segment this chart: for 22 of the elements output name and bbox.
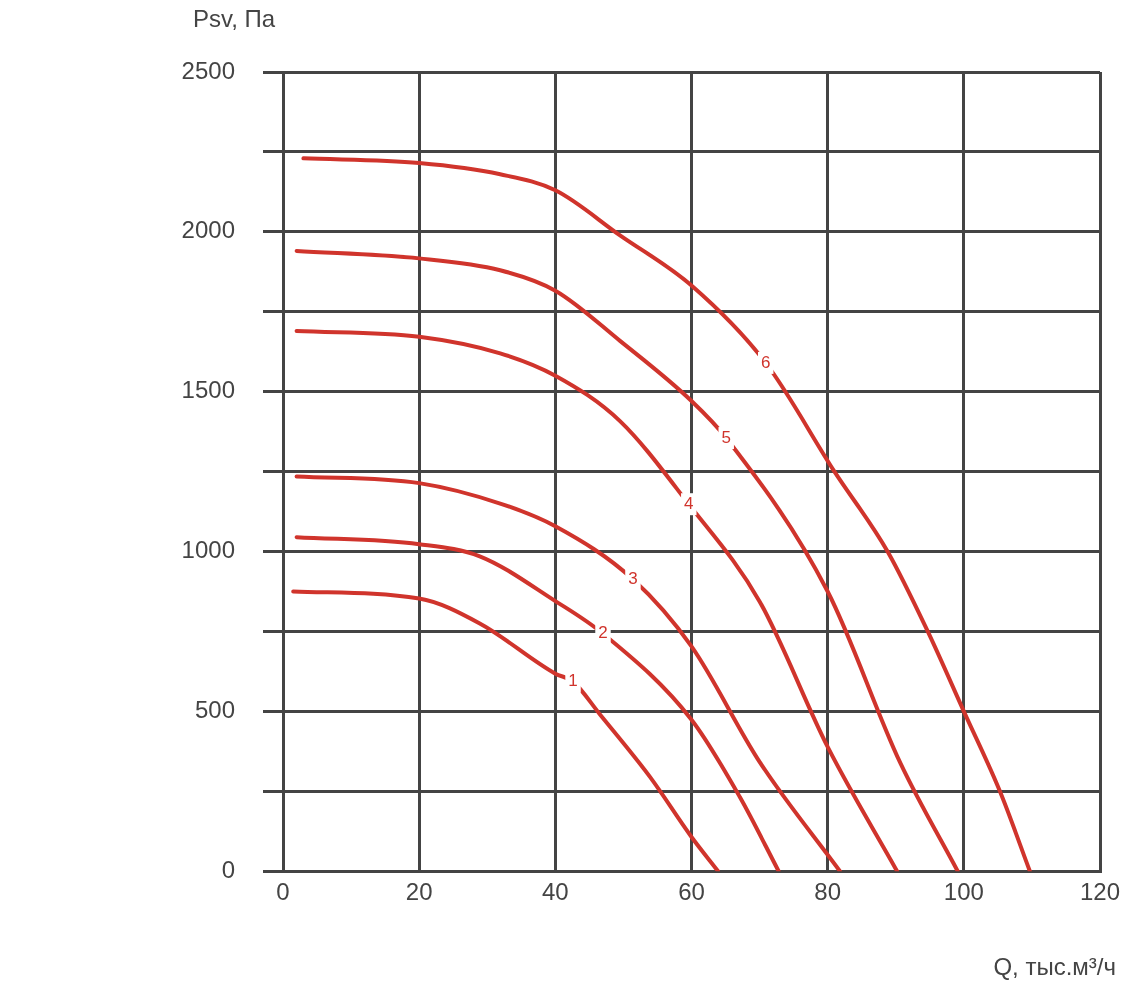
- y-tick-label: 500: [194, 695, 235, 723]
- line-series: [291, 589, 721, 872]
- y-tick-label: 1000: [181, 536, 235, 564]
- x-tick-label: 20: [405, 878, 433, 906]
- x-axis-title: Q, тыс.м³/ч: [993, 952, 1116, 980]
- x-tick-label: 120: [1079, 878, 1121, 906]
- y-tick-label: 1500: [181, 376, 235, 404]
- line-series: [294, 249, 960, 872]
- x-tick-label: 60: [678, 878, 705, 906]
- x-tick-label: 0: [276, 878, 290, 906]
- x-tick-label: 40: [541, 878, 569, 906]
- x-tick-label: 100: [943, 878, 984, 906]
- y-tick-label: 2000: [181, 216, 235, 244]
- y-tick-label: 0: [221, 855, 235, 883]
- line-series: [301, 156, 1032, 872]
- series-label: 6: [760, 352, 771, 372]
- y-tick-label: 2500: [181, 56, 235, 84]
- y-axis-title: Psv, Па: [193, 4, 276, 32]
- x-tick-label: 80: [814, 878, 842, 906]
- line-series: [294, 328, 900, 872]
- line-series: [294, 474, 842, 872]
- line-series: [294, 535, 781, 872]
